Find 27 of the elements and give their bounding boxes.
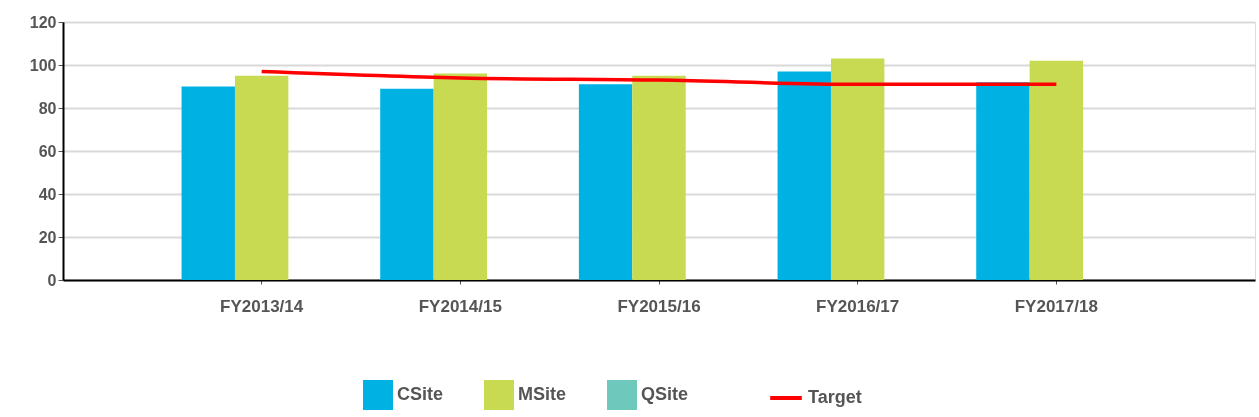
bar xyxy=(433,73,488,280)
y-tick-label: 0 xyxy=(47,271,57,289)
bar xyxy=(1029,60,1084,280)
x-tick-label: FY2016/17 xyxy=(816,296,900,316)
y-tick-label: 80 xyxy=(38,99,57,117)
legend-label: MSite xyxy=(518,384,567,404)
x-tick-label: FY2014/15 xyxy=(418,296,502,316)
y-tick-label: 20 xyxy=(38,228,57,246)
bar xyxy=(632,75,686,280)
bar xyxy=(578,84,633,280)
bar xyxy=(777,71,831,280)
bar xyxy=(234,75,289,280)
legend-label: CSite xyxy=(397,384,444,404)
legend-label: QSite xyxy=(641,384,689,404)
bar xyxy=(181,86,235,280)
bar xyxy=(976,82,1030,280)
x-tick-label: FY2015/16 xyxy=(617,296,701,316)
y-tick-label: 40 xyxy=(38,185,57,203)
bar xyxy=(380,88,434,280)
x-tick-label: FY2013/14 xyxy=(220,296,304,316)
y-tick-label: 100 xyxy=(29,56,57,74)
legend-label: Target xyxy=(808,387,862,407)
line-series xyxy=(259,69,1059,87)
y-tick-label: 120 xyxy=(29,13,57,31)
y-tick-label: 60 xyxy=(38,142,57,160)
bar xyxy=(830,58,885,280)
x-tick-label: FY2017/18 xyxy=(1014,296,1098,316)
